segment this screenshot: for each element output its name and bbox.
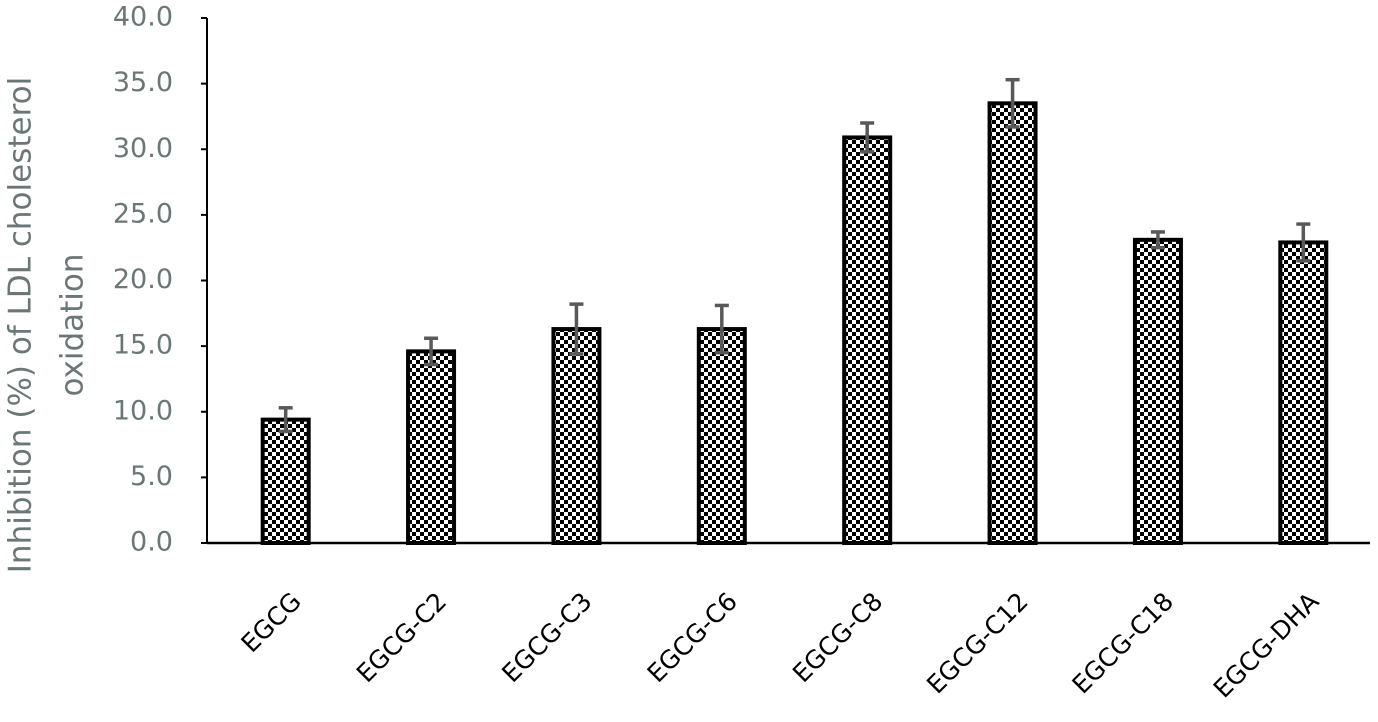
x-tick-label: EGCG-C12 bbox=[921, 587, 1034, 700]
x-tick-label: EGCG-C3 bbox=[496, 587, 597, 688]
x-tick-label: EGCG-DHA bbox=[1208, 587, 1325, 704]
error-bar bbox=[424, 336, 439, 367]
error-bar bbox=[1150, 230, 1165, 250]
error-bar bbox=[1005, 77, 1020, 129]
y-tick-label: 15.0 bbox=[113, 330, 173, 361]
x-tick-label: EGCG bbox=[235, 587, 306, 658]
error-bar bbox=[714, 303, 729, 355]
error-bar bbox=[278, 406, 293, 434]
y-tick-label: 10.0 bbox=[113, 395, 173, 426]
bar bbox=[1278, 240, 1329, 545]
y-tick-label: 35.0 bbox=[113, 67, 173, 98]
y-axis-label-line: Inhibition (%) of LDL cholesterol bbox=[3, 77, 39, 573]
y-axis-label: Inhibition (%) of LDL cholesterol oxidat… bbox=[3, 77, 91, 573]
y-tick-label: 5.0 bbox=[130, 461, 173, 492]
y-tick-label: 20.0 bbox=[113, 264, 173, 295]
y-axis-label-line: oxidation bbox=[55, 253, 91, 396]
error-bar bbox=[569, 302, 584, 356]
bar bbox=[1132, 237, 1183, 545]
bar bbox=[406, 349, 457, 545]
x-tick-label: EGCG-C8 bbox=[787, 587, 888, 688]
bar bbox=[260, 417, 311, 545]
bar bbox=[842, 135, 893, 545]
y-tick-label: 40.0 bbox=[113, 2, 173, 33]
error-bar bbox=[1296, 222, 1311, 263]
y-tick-label: 30.0 bbox=[113, 133, 173, 164]
x-tick-label: EGCG-C6 bbox=[642, 587, 743, 688]
y-tick-label: 0.0 bbox=[130, 527, 173, 558]
bar bbox=[696, 327, 747, 545]
x-tick-label: EGCG-C18 bbox=[1066, 587, 1179, 700]
y-tick-label: 25.0 bbox=[113, 198, 173, 229]
bar bbox=[551, 327, 602, 545]
bar bbox=[987, 101, 1038, 545]
x-tick-label: EGCG-C2 bbox=[351, 587, 452, 688]
error-bar bbox=[860, 121, 875, 154]
